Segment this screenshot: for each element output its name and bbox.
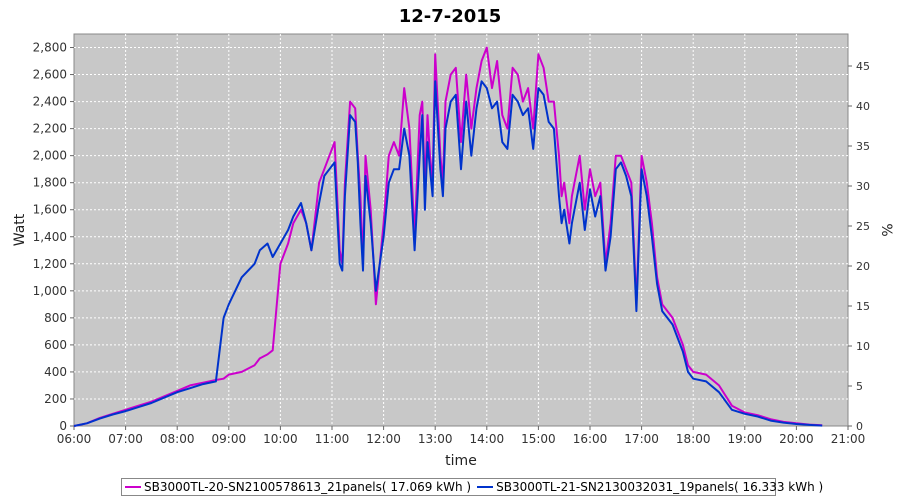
x-axis-ticks: 06:00 07:00 08:00 09:00 10:00 11:00 12:00 13:00… <box>57 426 866 446</box>
legend-item-series-1: SB3000TL-20-SN2100578613_21panels( 17.06… <box>125 480 471 494</box>
x-tick-label: 12:00 <box>366 432 401 446</box>
x-tick-label: 13:00 <box>418 432 453 446</box>
legend-swatch-series-1 <box>125 486 141 488</box>
x-tick-label: 14:00 <box>470 432 505 446</box>
x-tick-label: 21:00 <box>831 432 866 446</box>
y-tick-label: 2,600 <box>33 68 67 82</box>
x-tick-label: 17:00 <box>624 432 659 446</box>
y2-axis-ticks: 0 5 10 15 20 25 30 35 40 45 <box>848 60 870 433</box>
x-tick-label: 06:00 <box>57 432 92 446</box>
y-tick-label: 0 <box>59 419 67 433</box>
y2-tick-label: 0 <box>856 420 863 433</box>
x-axis-title: time <box>445 453 477 469</box>
y2-tick-label: 25 <box>856 220 870 233</box>
legend-item-series-2: SB3000TL-21-SN2130032031_19panels( 16.33… <box>477 480 823 494</box>
y2-tick-label: 45 <box>856 60 870 73</box>
series-lines <box>73 46 823 427</box>
legend: SB3000TL-20-SN2100578613_21panels( 17.06… <box>121 478 823 496</box>
y2-axis-title: % <box>878 223 894 236</box>
y2-tick-label: 40 <box>856 100 870 113</box>
y-tick-label: 2,000 <box>33 149 67 163</box>
y-tick-label: 1,400 <box>33 230 67 244</box>
y-tick-label: 2,800 <box>33 41 67 55</box>
y-tick-label: 2,400 <box>33 95 67 109</box>
legend-label-series-2: SB3000TL-21-SN2130032031_19panels( 16.33… <box>496 480 824 494</box>
x-tick-label: 18:00 <box>676 432 711 446</box>
y-tick-label: 800 <box>44 311 67 325</box>
legend-swatch-series-2 <box>477 486 494 488</box>
y-tick-label: 1,000 <box>33 284 67 298</box>
y-tick-label: 2,200 <box>33 122 67 136</box>
x-tick-label: 10:00 <box>263 432 298 446</box>
x-tick-label: 20:00 <box>779 432 814 446</box>
y2-tick-label: 10 <box>856 340 870 353</box>
legend-label-series-1: SB3000TL-20-SN2100578613_21panels( 17.06… <box>144 480 472 494</box>
y2-tick-label: 30 <box>856 180 870 193</box>
x-tick-label: 09:00 <box>212 432 247 446</box>
y-tick-label: 400 <box>44 365 67 379</box>
y2-tick-label: 35 <box>856 140 870 153</box>
y2-tick-label: 20 <box>856 260 870 273</box>
x-tick-label: 07:00 <box>108 432 143 446</box>
x-tick-label: 16:00 <box>573 432 608 446</box>
y-axis-title: Watt <box>12 213 28 246</box>
y-tick-label: 200 <box>44 392 67 406</box>
y2-tick-label: 5 <box>856 380 863 393</box>
x-tick-label: 08:00 <box>160 432 195 446</box>
y-axis-ticks: 0 200 400 600 800 1,000 1,200 1,400 1,600 1,800 2,… <box>33 41 74 433</box>
y2-tick-label: 15 <box>856 300 870 313</box>
y-tick-label: 1,800 <box>33 176 67 190</box>
x-tick-label: 15:00 <box>521 432 556 446</box>
series-line-2 <box>73 80 823 427</box>
plot-area <box>73 33 849 427</box>
y-tick-label: 1,200 <box>33 257 67 271</box>
series-line-1 <box>73 46 823 427</box>
y-tick-label: 1,600 <box>33 203 67 217</box>
x-tick-label: 19:00 <box>728 432 763 446</box>
x-tick-label: 11:00 <box>315 432 350 446</box>
chart-title: 12-7-2015 <box>399 6 502 27</box>
y-tick-label: 600 <box>44 338 67 352</box>
